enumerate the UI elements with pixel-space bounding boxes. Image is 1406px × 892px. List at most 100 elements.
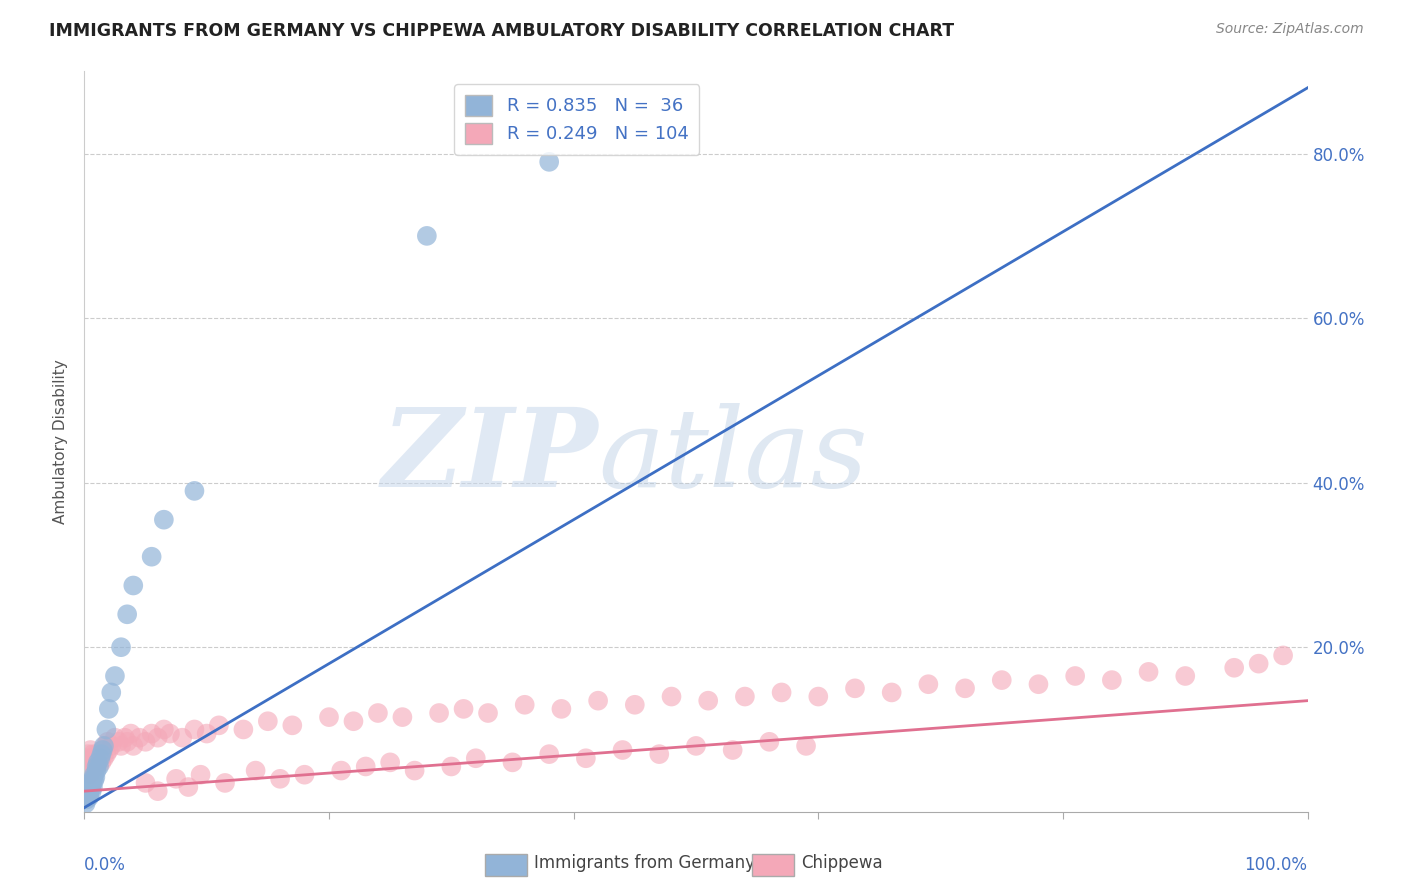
Point — [208, 718, 231, 732]
Point — [110, 640, 132, 655]
Point — [75, 759, 97, 773]
Point — [269, 772, 291, 786]
Point — [115, 735, 138, 749]
Point — [128, 731, 150, 745]
Point — [115, 607, 138, 622]
Point — [80, 767, 103, 781]
Point — [195, 726, 218, 740]
Text: Chippewa: Chippewa — [801, 855, 883, 872]
Point — [159, 726, 181, 740]
Point — [90, 747, 112, 761]
Point — [734, 690, 756, 704]
Point — [84, 770, 107, 784]
Point — [77, 764, 100, 778]
Point — [122, 739, 145, 753]
Point — [513, 698, 536, 712]
Point — [1272, 648, 1295, 663]
Point — [1174, 669, 1197, 683]
Point — [214, 776, 236, 790]
Point — [367, 706, 389, 720]
Text: ZIP: ZIP — [381, 402, 598, 510]
Point — [83, 756, 105, 770]
Point — [538, 154, 561, 169]
Point — [342, 714, 364, 729]
Point — [87, 751, 110, 765]
Point — [141, 726, 163, 740]
Point — [183, 483, 205, 498]
Point — [354, 759, 377, 773]
Point — [77, 780, 100, 794]
Point — [80, 778, 103, 792]
Point — [76, 789, 98, 803]
Point — [84, 751, 107, 765]
Point — [82, 772, 104, 786]
Point — [177, 780, 200, 794]
Point — [79, 776, 101, 790]
Point — [453, 702, 475, 716]
Point — [380, 756, 402, 770]
Point — [120, 726, 142, 740]
Point — [404, 764, 426, 778]
Point — [135, 776, 157, 790]
Point — [624, 698, 647, 712]
Point — [97, 735, 120, 749]
Point — [440, 759, 463, 773]
Point — [110, 739, 132, 753]
Point — [648, 747, 671, 761]
Point — [93, 739, 115, 753]
Point — [97, 743, 120, 757]
Point — [464, 751, 486, 765]
Point — [502, 756, 524, 770]
Point — [1247, 657, 1270, 671]
Point — [97, 702, 120, 716]
Point — [87, 756, 110, 770]
Point — [146, 784, 169, 798]
Point — [770, 685, 793, 699]
Point — [153, 513, 176, 527]
Point — [83, 764, 105, 778]
Point — [80, 784, 103, 798]
Point — [96, 723, 118, 737]
Point — [77, 756, 100, 770]
Point — [1028, 677, 1050, 691]
Point — [87, 756, 110, 770]
Point — [89, 747, 111, 761]
Point — [953, 681, 976, 696]
Point — [79, 759, 101, 773]
Point — [86, 759, 108, 773]
Point — [90, 756, 112, 770]
Point — [245, 764, 267, 778]
Point — [122, 578, 145, 592]
Point — [135, 735, 157, 749]
Point — [83, 773, 105, 788]
Point — [427, 706, 450, 720]
Point — [612, 743, 634, 757]
Point — [83, 767, 105, 781]
Point — [550, 702, 572, 716]
Point — [281, 718, 304, 732]
Point — [794, 739, 817, 753]
Point — [104, 669, 127, 683]
Text: Source: ZipAtlas.com: Source: ZipAtlas.com — [1216, 22, 1364, 37]
Point — [100, 685, 122, 699]
Point — [172, 731, 194, 745]
Point — [257, 714, 280, 729]
Point — [104, 731, 127, 745]
Point — [107, 735, 129, 749]
Point — [77, 747, 100, 761]
Text: Immigrants from Germany: Immigrants from Germany — [534, 855, 755, 872]
Text: 100.0%: 100.0% — [1244, 856, 1308, 874]
Point — [96, 747, 118, 761]
Point — [82, 759, 104, 773]
Point — [94, 739, 117, 753]
Point — [318, 710, 340, 724]
Point — [100, 739, 122, 753]
Point — [1101, 673, 1123, 687]
Point — [86, 764, 108, 778]
Point — [538, 747, 561, 761]
Legend: R = 0.835   N =  36, R = 0.249   N = 104: R = 0.835 N = 36, R = 0.249 N = 104 — [454, 84, 699, 154]
Point — [232, 723, 254, 737]
Point — [82, 747, 104, 761]
Point — [76, 772, 98, 786]
Point — [294, 767, 316, 781]
